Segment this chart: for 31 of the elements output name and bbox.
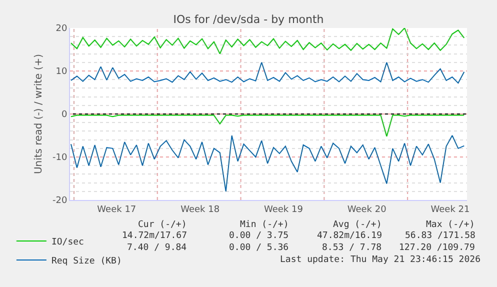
legend-label: IO/sec <box>51 238 84 248</box>
line-series <box>70 135 465 192</box>
text: Avg (-/+) <box>333 220 382 230</box>
text: Last update: Thu May 21 23:46:15 2026 <box>280 255 480 265</box>
text: 127.20 /109.79 <box>399 243 475 253</box>
text: 7.40 / 9.84 <box>127 243 187 253</box>
y-tick-label: -20 <box>52 196 68 206</box>
line-series <box>70 62 465 84</box>
line-series <box>70 114 465 137</box>
text: 0.00 / 3.75 <box>229 231 289 241</box>
y-tick-label: 0 <box>61 110 68 120</box>
x-tick-label: Week 17 <box>97 204 136 215</box>
text: 47.82m/16.19 <box>317 231 382 241</box>
text: 14.72m/17.67 <box>122 231 188 241</box>
legend-label: Req Size (KB) <box>51 256 122 267</box>
x-tick-label: Week 19 <box>264 204 304 215</box>
y-tick-label: 10 <box>56 67 68 78</box>
x-tick-label: Week 20 <box>347 204 387 215</box>
chart-title: IOs for /dev/sda - by month <box>173 12 324 26</box>
text: 56.83 /171.58 <box>405 231 476 241</box>
text: Min (-/+) <box>240 220 289 230</box>
line-series <box>70 28 465 54</box>
text: 8.53 / 7.78 <box>322 243 382 253</box>
text: 0.00 / 5.36 <box>229 243 289 253</box>
x-tick-label: Week 21 <box>430 204 470 215</box>
y-axis-title: Units read (-) / write (+) <box>33 54 44 174</box>
x-tick-label: Week 18 <box>180 204 220 215</box>
text: Cur (-/+) <box>138 220 187 230</box>
text: Max (-/+) <box>426 220 475 230</box>
y-tick-label: 20 <box>56 24 68 34</box>
y-tick-label: -10 <box>52 153 68 164</box>
